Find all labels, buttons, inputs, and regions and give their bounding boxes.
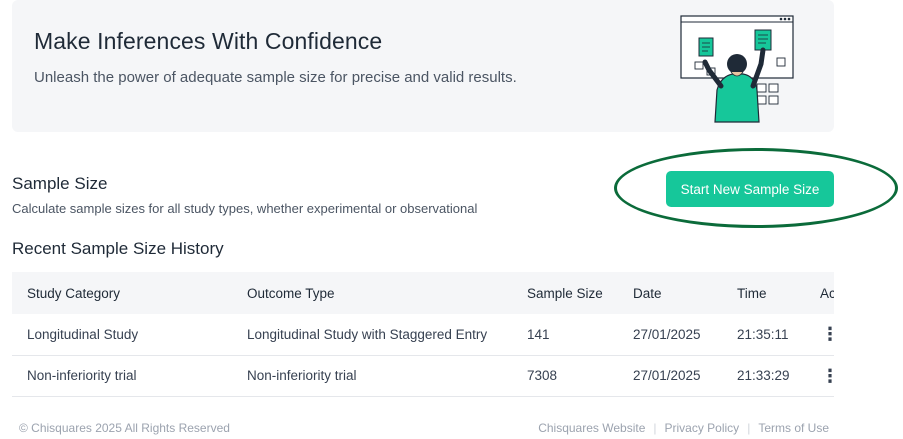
footer-separator: | bbox=[747, 421, 751, 435]
column-header-date[interactable]: Date bbox=[633, 285, 662, 301]
cell-time: 21:33:29 bbox=[722, 355, 805, 397]
column-header-sample-size[interactable]: Sample Size bbox=[527, 285, 603, 301]
footer-separator: | bbox=[653, 421, 657, 435]
cell-sample-size: 7308 bbox=[512, 355, 618, 397]
cell-actions: ⋮ bbox=[805, 314, 834, 356]
cell-actions: ⋮ bbox=[805, 355, 834, 397]
section-subtitle: Calculate sample sizes for all study typ… bbox=[12, 201, 478, 216]
column-header-study-category[interactable]: Study Category bbox=[27, 285, 121, 301]
footer-links: Chisquares Website | Privacy Policy | Te… bbox=[530, 421, 837, 435]
footer-link-terms-of-use[interactable]: Terms of Use bbox=[758, 421, 829, 435]
column-header-outcome-type[interactable]: Outcome Type bbox=[247, 285, 335, 301]
kebab-menu-icon[interactable]: ⋮ bbox=[821, 324, 834, 345]
cell-time: 21:35:11 bbox=[722, 314, 805, 356]
hero-subtitle: Unleash the power of adequate sample siz… bbox=[34, 69, 517, 86]
table-header-row: Study Category Outcome Type Sample Size … bbox=[12, 272, 834, 314]
cell-sample-size: 141 bbox=[512, 314, 618, 356]
footer-copyright: © Chisquares 2025 All Rights Reserved bbox=[19, 421, 230, 435]
kebab-menu-icon[interactable]: ⋮ bbox=[821, 365, 834, 386]
cell-date: 27/01/2025 bbox=[618, 314, 722, 356]
column-header-actions: Actions bbox=[820, 285, 834, 301]
table-row[interactable]: Non-inferiority trial Non-inferiority tr… bbox=[12, 355, 834, 397]
start-new-sample-size-button[interactable]: Start New Sample Size bbox=[666, 171, 834, 207]
history-table-container[interactable]: Study Category Outcome Type Sample Size … bbox=[12, 272, 834, 398]
history-title: Recent Sample Size History bbox=[12, 239, 224, 258]
section-title: Sample Size bbox=[12, 174, 108, 193]
hero-illustration bbox=[680, 15, 794, 123]
cell-date: 27/01/2025 bbox=[618, 355, 722, 397]
cell-study-category: Non-inferiority trial bbox=[12, 355, 232, 397]
hero-banner: Make Inferences With Confidence Unleash … bbox=[12, 0, 834, 132]
column-header-time[interactable]: Time bbox=[737, 285, 767, 301]
cell-outcome-type: Non-inferiority trial bbox=[232, 355, 512, 397]
footer-link-website[interactable]: Chisquares Website bbox=[538, 421, 646, 435]
history-table: Study Category Outcome Type Sample Size … bbox=[12, 272, 834, 397]
cell-study-category: Longitudinal Study bbox=[12, 314, 232, 356]
cell-outcome-type: Longitudinal Study with Staggered Entry bbox=[232, 314, 512, 356]
table-row[interactable]: Longitudinal Study Longitudinal Study wi… bbox=[12, 314, 834, 356]
footer-link-privacy-policy[interactable]: Privacy Policy bbox=[664, 421, 740, 435]
hero-title: Make Inferences With Confidence bbox=[34, 28, 383, 54]
